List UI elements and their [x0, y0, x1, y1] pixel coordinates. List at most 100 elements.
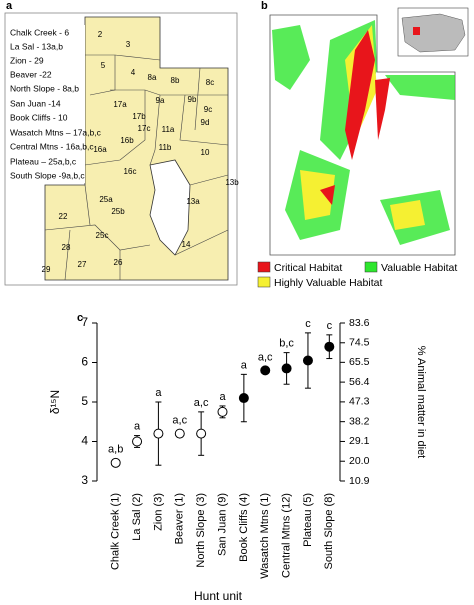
legend-b: Critical Habitat Valuable Habitat Highly… — [257, 261, 457, 289]
marker — [196, 428, 207, 439]
unit-label: 8c — [206, 78, 214, 87]
legend-item: South Slope -9a,b,c — [10, 170, 85, 180]
inset-utah — [413, 27, 420, 35]
unit-label: 9d — [201, 118, 210, 127]
x-tick-label: Book Cliffs (4) — [238, 493, 250, 562]
unit-label: 13b — [225, 178, 239, 187]
marker — [238, 393, 249, 404]
significance-letter: c — [305, 318, 311, 330]
legend-item: North Slope - 8a,b — [10, 83, 79, 93]
y2-tick-label: 47.3 — [349, 396, 370, 408]
habitat-patches — [272, 20, 455, 245]
y2-axis-label: % Animal matter in diet — [415, 346, 427, 459]
unit-label: 22 — [59, 212, 68, 221]
unit-label: 29 — [42, 265, 51, 274]
legend-item: Valuable Habitat — [381, 262, 457, 274]
x-axis-label: Hunt unit — [194, 589, 243, 603]
legend-item: Wasatch Mtns – 17a,b,c — [10, 127, 102, 137]
panel-a: a Chalk Creek - 6 La Sal - 13a,b Zion - … — [4, 0, 240, 286]
legend-swatch — [257, 261, 271, 273]
marker — [110, 457, 121, 468]
y2-tick-label: 20.0 — [349, 455, 370, 467]
x-tick-label: La Sal (2) — [131, 493, 143, 541]
unit-label: 14 — [182, 240, 191, 249]
inset-usa — [401, 13, 466, 53]
x-tick-label: San Juan (9) — [216, 493, 228, 556]
x-tick-label: Plateau (5) — [302, 493, 314, 547]
y2-tick-label: 74.5 — [349, 337, 370, 349]
x-tick-label: Beaver (1) — [174, 493, 186, 544]
y2-tick-label: 29.1 — [349, 435, 370, 447]
x-tick-label: Central Mtns (12) — [280, 493, 292, 578]
significance-letter: a,c — [194, 397, 209, 409]
y-tick-label: 5 — [81, 394, 88, 408]
unit-label: 10 — [201, 148, 210, 157]
marker — [132, 436, 143, 447]
marker — [260, 365, 271, 376]
panel-label: b — [261, 0, 268, 12]
significance-letter: a,c — [172, 415, 187, 427]
marker — [302, 355, 313, 366]
unit-label: 17b — [132, 112, 146, 121]
unit-label: 16b — [120, 136, 134, 145]
legend-item: Plateau – 25a,b,c — [10, 156, 77, 166]
y-tick-label: 6 — [81, 355, 88, 369]
y-tick-label: 3 — [81, 473, 88, 487]
y2-tick-label: 65.5 — [349, 356, 370, 368]
legend-swatch — [257, 276, 271, 288]
unit-label: 28 — [62, 243, 71, 252]
panel-label: c — [77, 312, 83, 324]
marker — [153, 428, 164, 439]
panel-b: b Critical Habitat Valuable Habitat High… — [257, 0, 469, 289]
y2-tick-label: 83.6 — [349, 317, 370, 329]
y2-tick-label: 56.4 — [349, 376, 370, 388]
x-tick-label: Wasatch Mtns (1) — [259, 493, 271, 579]
unit-label: 9a — [156, 96, 165, 105]
y2-tick-label: 10.9 — [349, 475, 370, 487]
x-tick-label: Zion (3) — [152, 493, 164, 531]
unit-label: 16a — [93, 145, 107, 154]
x-tick-label: South Slope (8) — [323, 493, 335, 569]
unit-label: 26 — [114, 258, 123, 267]
unit-labels: 2 3 5 4 8a 8b 8c 9a 9b 9c 9d 17a 17b 17c… — [42, 30, 240, 274]
marker — [281, 363, 292, 374]
unit-borders — [44, 54, 229, 281]
legend-a: Chalk Creek - 6 La Sal - 13a,b Zion - 29… — [10, 27, 102, 180]
unit-label: 13a — [186, 197, 200, 206]
unit-label: 11b — [159, 143, 172, 152]
unit-label: 11a — [162, 125, 175, 134]
significance-letter: a — [219, 391, 226, 403]
unit-label: 25a — [99, 195, 113, 204]
y-axis-label: δ¹⁵N — [48, 390, 62, 414]
unit-label: 4 — [131, 68, 136, 77]
significance-letter: a,b — [108, 444, 123, 456]
unit-label: 25b — [111, 207, 125, 216]
legend-item: Zion - 29 — [10, 55, 44, 65]
legend-item: Chalk Creek - 6 — [10, 27, 69, 37]
unit-label: 5 — [101, 61, 106, 70]
legend-item: San Juan -14 — [10, 98, 61, 108]
significance-letter: b,c — [279, 338, 294, 350]
x-tick-label: Chalk Creek (1) — [110, 493, 122, 570]
unit-label: 2 — [98, 30, 103, 39]
unit-label: 8b — [171, 76, 180, 85]
significance-letter: a — [134, 420, 141, 432]
unit-label: 9c — [204, 105, 212, 114]
legend-item: Highly Valuable Habitat — [274, 277, 382, 289]
y-tick-label: 7 — [81, 315, 88, 329]
significance-letter: a,c — [258, 351, 273, 363]
legend-swatch — [364, 261, 378, 273]
significance-letter: c — [327, 320, 333, 332]
panel-label: a — [6, 0, 13, 12]
marker — [324, 341, 335, 352]
significance-letter: a — [241, 359, 248, 371]
marker — [174, 428, 185, 439]
legend-item: Beaver -22 — [10, 69, 52, 79]
unit-label: 25c — [96, 231, 109, 240]
unit-label: 16c — [124, 167, 137, 176]
legend-item: Book Cliffs - 10 — [10, 112, 68, 122]
x-tick-label: North Slope (3) — [195, 493, 207, 568]
legend-box — [8, 25, 85, 183]
y-tick-label: 4 — [81, 434, 88, 448]
